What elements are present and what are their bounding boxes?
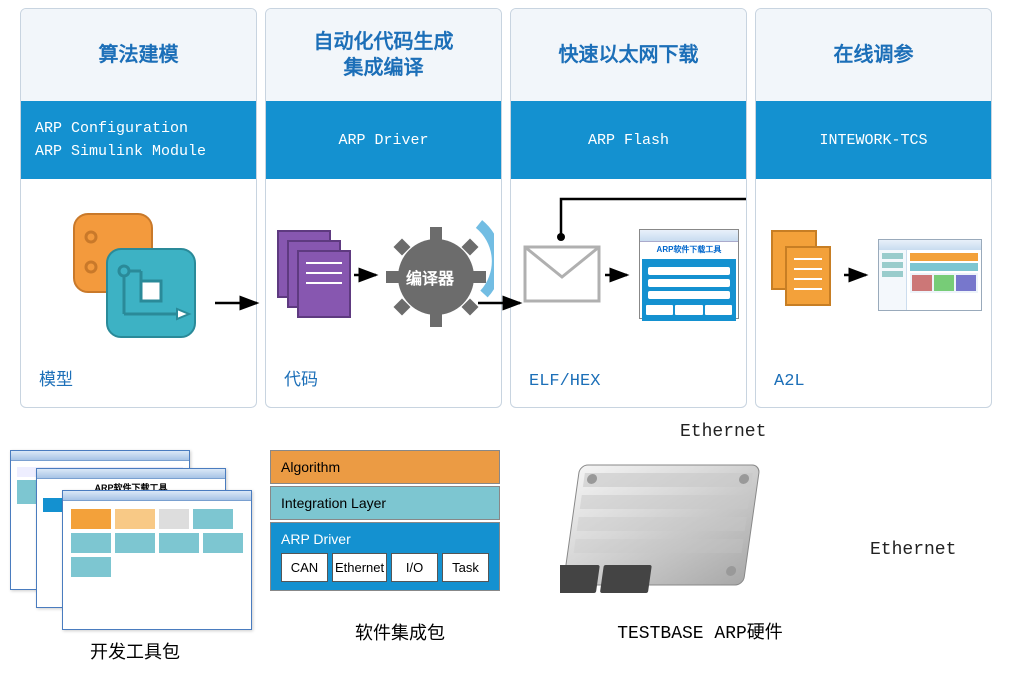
ethernet-label: Ethernet bbox=[680, 422, 766, 442]
devkit-block: ARP软件下载工具 开发工具包 bbox=[10, 450, 260, 664]
ecu-image bbox=[560, 450, 790, 610]
panel-modeling: 算法建模 ARP Configuration ARP Simulink Modu… bbox=[20, 8, 257, 408]
panel-sub: ARP Flash bbox=[511, 101, 746, 179]
title-text: 算法建模 bbox=[99, 42, 179, 68]
driver-box: Ethernet bbox=[332, 553, 387, 582]
title-text: 自动化代码生成 bbox=[314, 29, 454, 55]
code-docs-icon bbox=[276, 229, 356, 329]
driver-box: Task bbox=[442, 553, 489, 582]
title-text: 快速以太网下载 bbox=[559, 42, 699, 68]
mini-window bbox=[62, 490, 252, 630]
ethernet-label: Ethernet bbox=[870, 540, 956, 560]
panel-footer: 模型 bbox=[21, 355, 256, 407]
tcs-window bbox=[878, 239, 982, 311]
panel-footer: A2L bbox=[756, 362, 991, 407]
sub-line: INTEWORK-TCS bbox=[819, 132, 927, 149]
driver-box: I/O bbox=[391, 553, 438, 582]
model-icon bbox=[69, 209, 199, 349]
a2l-docs-icon bbox=[770, 229, 840, 319]
arrow-icon bbox=[605, 265, 635, 285]
ecu-block: TESTBASE ARP硬件 bbox=[560, 450, 840, 644]
bottom-row: ARP软件下载工具 开发工具包 bbox=[10, 450, 840, 664]
panel-title: 算法建模 bbox=[21, 9, 256, 101]
panel-title: 快速以太网下载 bbox=[511, 9, 746, 101]
driver-label: ARP Driver bbox=[281, 531, 351, 547]
panel-body: ARP软件下载工具 bbox=[511, 179, 746, 362]
envelope-icon bbox=[523, 245, 601, 303]
stack-integration: Integration Layer bbox=[270, 486, 500, 520]
software-stack-block: Algorithm Integration Layer ARP Driver C… bbox=[270, 450, 530, 645]
arrow-icon bbox=[844, 265, 874, 285]
arrow-icon bbox=[354, 265, 384, 285]
panel-sub: INTEWORK-TCS bbox=[756, 101, 991, 179]
sub-line: ARP Flash bbox=[588, 132, 669, 149]
driver-box: CAN bbox=[281, 553, 328, 582]
panel-title: 在线调参 bbox=[756, 9, 991, 101]
title-text: 在线调参 bbox=[834, 42, 914, 68]
panel-sub: ARP Configuration ARP Simulink Module bbox=[21, 101, 256, 179]
gear-label: 编译器 bbox=[406, 265, 454, 289]
panel-codegen: 自动化代码生成 集成编译 ARP Driver bbox=[265, 8, 502, 408]
title-text: 集成编译 bbox=[344, 55, 424, 81]
panel-footer: 代码 bbox=[266, 355, 501, 407]
stack-label: 软件集成包 bbox=[270, 619, 530, 645]
connector-line bbox=[521, 189, 747, 249]
panel-download: 快速以太网下载 ARP Flash ARP软件下载工具 bbox=[510, 8, 747, 408]
panel-sub: ARP Driver bbox=[266, 101, 501, 179]
stack-algorithm: Algorithm bbox=[270, 450, 500, 484]
ecu-label: TESTBASE ARP硬件 bbox=[560, 618, 840, 644]
stack-driver: ARP Driver CAN Ethernet I/O Task bbox=[270, 522, 500, 591]
panel-title: 自动化代码生成 集成编译 bbox=[266, 9, 501, 101]
sub-line: ARP Driver bbox=[338, 132, 428, 149]
arrow-icon bbox=[215, 288, 265, 318]
workflow-row: 算法建模 ARP Configuration ARP Simulink Modu… bbox=[20, 8, 992, 408]
devkit-label: 开发工具包 bbox=[10, 638, 260, 664]
panel-body bbox=[756, 179, 991, 362]
arrow-icon bbox=[478, 288, 528, 318]
panel-body bbox=[21, 179, 256, 355]
sub-line: ARP Simulink Module bbox=[35, 143, 242, 160]
panel-tuning: 在线调参 INTEWORK-TCS bbox=[755, 8, 992, 408]
panel-body: 编译器 bbox=[266, 179, 501, 355]
panel-footer: ELF/HEX bbox=[511, 362, 746, 407]
sub-line: ARP Configuration bbox=[35, 120, 242, 137]
